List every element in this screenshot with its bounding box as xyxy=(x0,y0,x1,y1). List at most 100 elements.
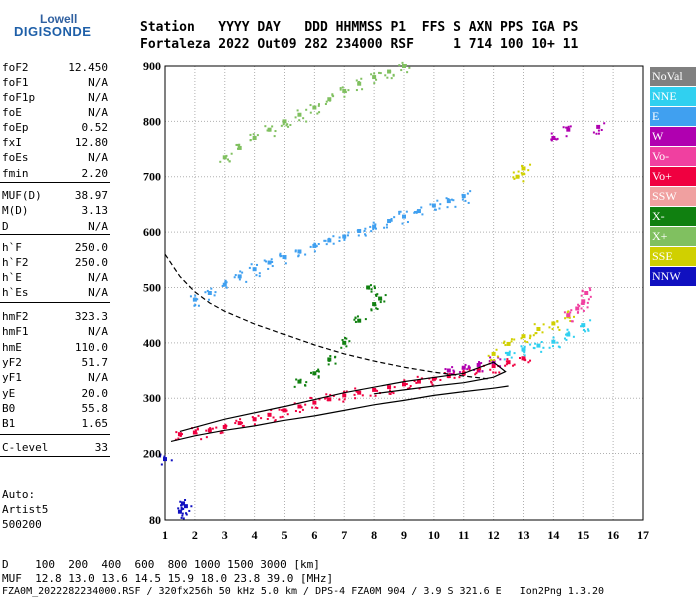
data-point xyxy=(267,260,272,265)
echo-dot xyxy=(504,351,507,354)
echo-dot xyxy=(326,399,329,402)
echo-dot xyxy=(373,287,376,290)
echo-dot xyxy=(523,173,526,176)
echo-dot xyxy=(332,235,335,238)
echo-dot xyxy=(568,316,571,319)
echo-dot xyxy=(328,359,331,362)
echo-dot xyxy=(370,290,373,293)
echo-dot xyxy=(304,403,307,406)
echo-dot xyxy=(282,123,285,126)
echo-dot xyxy=(233,276,236,279)
echo-dot xyxy=(364,234,367,237)
param-name: foEs xyxy=(2,151,29,164)
echo-dot xyxy=(185,512,188,515)
echo-dot xyxy=(405,210,408,213)
echo-dot xyxy=(294,116,297,119)
echo-dot xyxy=(332,394,335,397)
echo-dot xyxy=(327,363,330,366)
echo-dot xyxy=(383,300,386,303)
echo-dot xyxy=(452,369,455,372)
x-tick-label: 2 xyxy=(192,528,198,542)
header-line-1: Station YYYY DAY DDD HHMMSS P1 FFS S AXN… xyxy=(140,20,579,35)
echo-dot xyxy=(180,504,183,507)
echo-dot xyxy=(236,143,239,146)
data-point xyxy=(177,509,182,514)
data-point xyxy=(372,224,377,229)
data-point xyxy=(506,360,511,365)
echo-dot xyxy=(182,517,185,520)
echo-dot xyxy=(372,228,375,231)
param-value: 110.0 xyxy=(74,341,108,354)
echo-dot xyxy=(279,254,282,257)
echo-dot xyxy=(273,420,276,423)
echo-dot xyxy=(256,263,259,266)
param-value: 0.52 xyxy=(81,121,109,134)
echo-dot xyxy=(520,345,523,348)
echo-dot xyxy=(324,239,327,242)
param-name: foEp xyxy=(2,121,29,134)
data-point xyxy=(312,400,317,405)
echo-dot xyxy=(526,341,529,344)
echo-dot xyxy=(364,318,367,321)
echo-dot xyxy=(370,73,373,76)
echo-dot xyxy=(284,262,287,265)
echo-dot xyxy=(357,234,360,237)
echo-dot xyxy=(512,176,515,179)
echo-dot xyxy=(512,171,515,174)
echo-dot xyxy=(324,103,327,106)
echo-dot xyxy=(481,370,484,373)
param-value: N/A xyxy=(88,91,108,104)
echo-dot xyxy=(374,394,377,397)
y-tick-label: 600 xyxy=(143,225,161,239)
echo-dot xyxy=(338,236,341,239)
echo-dot xyxy=(522,180,525,183)
echo-dot xyxy=(586,328,589,331)
echo-dot xyxy=(280,254,283,257)
echo-dot xyxy=(398,64,401,67)
echo-dot xyxy=(305,120,308,123)
echo-dot xyxy=(309,104,312,107)
echo-dot xyxy=(347,231,350,234)
echo-dot xyxy=(310,397,313,400)
echo-dot xyxy=(404,383,407,386)
echo-dot xyxy=(517,170,520,173)
param-value: N/A xyxy=(88,220,108,233)
echo-dot xyxy=(239,418,242,421)
echo-dot xyxy=(568,313,571,316)
echo-dot xyxy=(447,376,450,379)
param-value: N/A xyxy=(88,106,108,119)
echo-dot xyxy=(569,320,572,323)
x-tick-label: 11 xyxy=(458,528,469,542)
echo-dot xyxy=(179,500,182,503)
echo-dot xyxy=(215,426,218,429)
param-separator xyxy=(0,302,110,303)
echo-dot xyxy=(252,133,255,136)
echo-dot xyxy=(444,368,447,371)
param-row-h-f2: h`F2 250.0 xyxy=(2,255,108,270)
echo-dot xyxy=(528,337,531,340)
echo-dot xyxy=(529,335,532,338)
data-point xyxy=(387,219,392,224)
echo-dot xyxy=(384,74,387,77)
legend-item-w: W xyxy=(650,127,696,146)
param-row-muf-d-: MUF(D) 38.97 xyxy=(2,188,108,203)
param-value: 33 xyxy=(94,441,108,454)
profile-curve-solid xyxy=(170,385,509,442)
data-point xyxy=(297,249,302,254)
data-point xyxy=(566,127,571,132)
echo-dot xyxy=(407,387,410,390)
param-name: B1 xyxy=(2,417,16,430)
echo-dot xyxy=(376,389,379,392)
echo-dot xyxy=(370,230,373,233)
data-point xyxy=(402,214,406,219)
x-tick-label: 12 xyxy=(488,528,500,542)
echo-dot xyxy=(580,307,583,310)
echo-dot xyxy=(317,103,320,106)
echo-dot xyxy=(493,359,496,362)
echo-dot xyxy=(569,311,572,314)
echo-dot xyxy=(196,428,199,431)
y-tick-label: 80 xyxy=(149,513,161,527)
echo-dot xyxy=(287,125,290,128)
echo-dot xyxy=(551,328,554,331)
echo-dot xyxy=(489,368,492,371)
